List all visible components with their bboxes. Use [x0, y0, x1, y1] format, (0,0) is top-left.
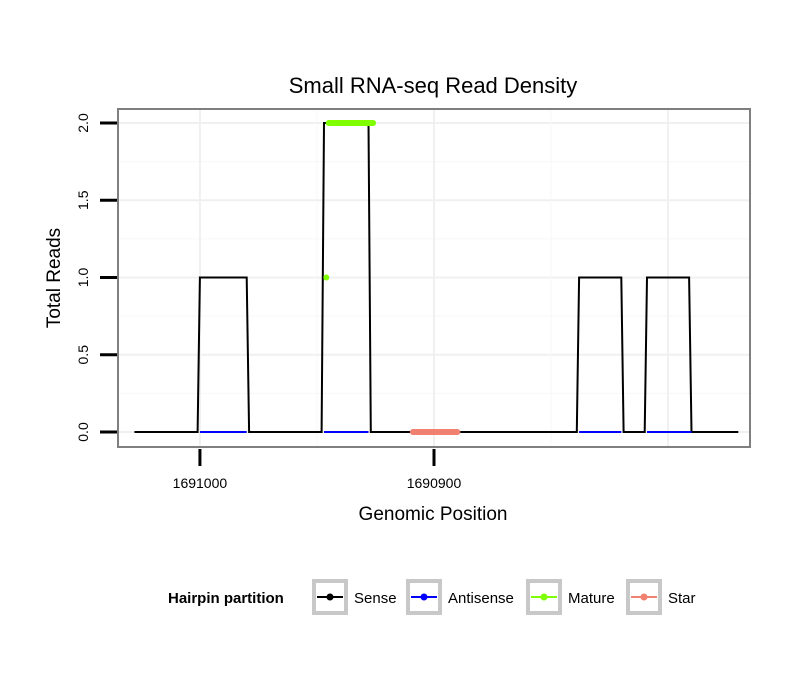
legend: Hairpin partition Sense Antisense Mature St…: [168, 579, 696, 615]
x-tick-label-1691000: 1691000: [173, 475, 228, 491]
legend-item-star: Star: [626, 579, 696, 615]
legend-item-sense: Sense: [312, 579, 397, 615]
legend-item-antisense: Antisense: [406, 579, 514, 615]
x-axis: 1691000 1690900: [173, 449, 462, 491]
legend-key-dot: [420, 593, 428, 601]
data-series: [134, 120, 739, 435]
y-tick-label-1-5: 1.5: [75, 190, 91, 210]
series-mature: [323, 120, 377, 281]
y-tick-label-0-5: 0.5: [75, 345, 91, 365]
y-tick-label-0-0: 0.0: [75, 422, 91, 442]
x-axis-title: Genomic Position: [359, 504, 508, 525]
legend-title: Hairpin partition: [168, 590, 284, 607]
series-sense: [134, 122, 739, 433]
legend-label-mature: Mature: [568, 590, 615, 607]
x-tick-label-1690900: 1690900: [407, 475, 462, 491]
plot-panel-border: [117, 108, 751, 448]
legend-label-star: Star: [668, 590, 696, 607]
legend-label-sense: Sense: [354, 590, 397, 607]
chart-title: Small RNA-seq Read Density: [289, 73, 578, 98]
y-tick-label-2-0: 2.0: [75, 113, 91, 133]
legend-key-dot: [540, 593, 548, 601]
legend-key-dot: [326, 593, 334, 601]
legend-key-dot: [640, 593, 648, 601]
legend-item-mature: Mature: [526, 579, 615, 615]
y-axis-title: Total Reads: [44, 228, 65, 328]
series-sense-segment-0: [134, 122, 739, 433]
y-tick-label-1-0: 1.0: [75, 268, 91, 288]
y-axis: 0.0 0.5 1.0 1.5 2.0: [75, 113, 117, 442]
legend-label-antisense: Antisense: [448, 590, 514, 607]
